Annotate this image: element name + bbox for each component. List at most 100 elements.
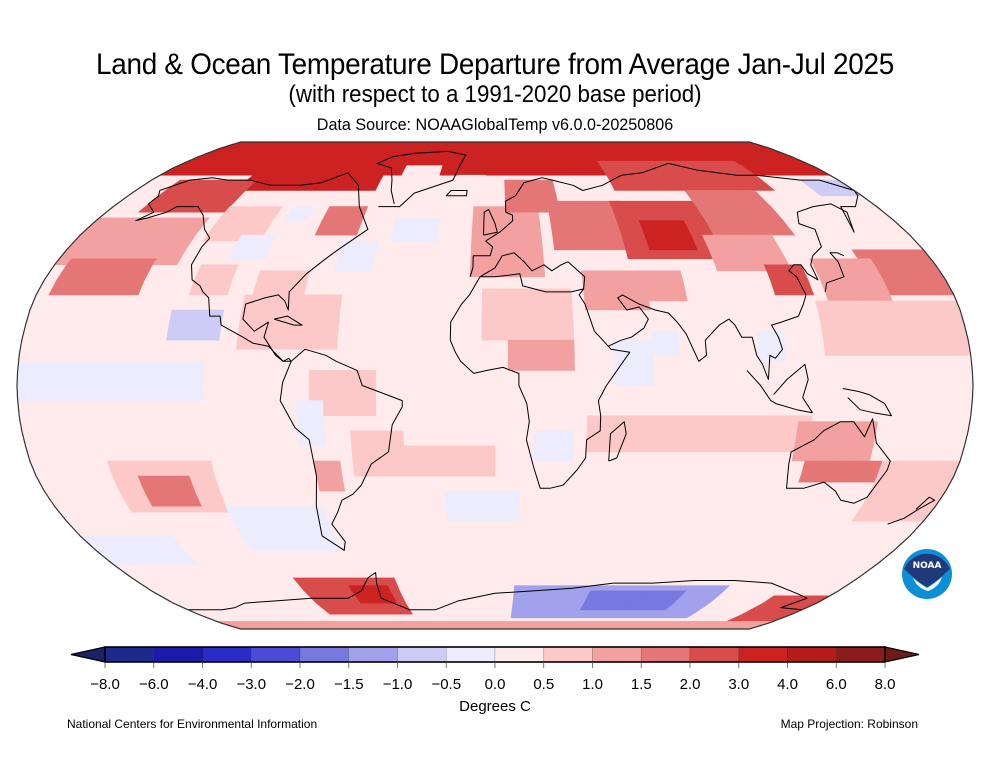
- colorbar-bin: [445, 646, 496, 663]
- anomaly-region: [390, 445, 496, 477]
- anomaly-region: [683, 190, 796, 236]
- anomaly-cell: [559, 430, 575, 447]
- anomaly-cell: [427, 217, 441, 227]
- colorbar-bin: [835, 646, 886, 663]
- anomaly-region: [701, 234, 792, 272]
- anomaly-cell: [309, 400, 324, 416]
- anomaly-region: [469, 206, 546, 278]
- colorbar-bin: [202, 646, 252, 663]
- anomaly-cell: [294, 206, 316, 221]
- anomaly-region: [638, 220, 698, 251]
- anomaly-region: [314, 206, 369, 236]
- anomaly-cell: [542, 179, 554, 186]
- anomaly-region: [263, 200, 330, 236]
- noaa-logo-icon: NOAA: [902, 549, 952, 599]
- anomaly-region: [454, 174, 487, 194]
- anomaly-region: [295, 400, 326, 447]
- colorbar-bin: [397, 646, 447, 663]
- anomaly-cell: [769, 330, 786, 347]
- anomaly-region: [533, 430, 575, 462]
- colorbar-tick-label: −3.0: [236, 676, 266, 693]
- colorbar-tick-label: −8.0: [90, 676, 120, 693]
- anomaly-region: [389, 217, 441, 242]
- anomaly-cell: [139, 258, 157, 266]
- colorbar-bin: [104, 646, 155, 663]
- anomaly-region: [48, 258, 157, 296]
- anomaly-region: [507, 339, 575, 371]
- anomaly-region: [375, 339, 470, 401]
- colorbar-tick-label: 8.0: [875, 676, 896, 693]
- noaa-logo-text: NOAA: [913, 561, 942, 571]
- colorbar-tick-label: 0.5: [533, 676, 554, 693]
- anomaly-region: [630, 270, 688, 302]
- anomaly-cell: [560, 339, 575, 356]
- colorbar-tick-label: −0.5: [431, 676, 461, 693]
- anomaly-cell: [189, 361, 205, 371]
- colorbar-tick-label: 1.5: [631, 676, 652, 693]
- colorbar-tick-label: 3.0: [728, 676, 749, 693]
- colorbar-tick-label: 0.0: [485, 676, 506, 693]
- colorbar-tick-label: −2.0: [285, 676, 315, 693]
- anomaly-grid: [17, 142, 973, 629]
- credit-ncei: National Centers for Environmental Infor…: [67, 717, 318, 731]
- anomaly-cell: [326, 460, 343, 477]
- anomaly-cell: [332, 294, 343, 305]
- anomaly-region: [283, 206, 316, 221]
- colorbar-bin: [153, 646, 203, 663]
- anomaly-cell: [743, 190, 759, 194]
- colorbar-bin: [494, 646, 545, 663]
- anomaly-cell: [429, 165, 443, 176]
- anomaly-cell: [475, 174, 487, 181]
- anomaly-cell: [362, 240, 379, 257]
- anomaly-cell: [481, 445, 496, 462]
- colorbar-tick-label: −4.0: [188, 676, 218, 693]
- colorbar-tick-label: 4.0: [777, 676, 798, 693]
- anomaly-cell: [664, 330, 680, 341]
- anomaly-region: [612, 339, 655, 386]
- colorbar-bin: [787, 646, 837, 663]
- colorbar-bin: [592, 646, 642, 663]
- anomaly-region: [651, 330, 681, 356]
- colorbar-bin: [250, 646, 301, 663]
- anomaly-region: [137, 179, 258, 213]
- anomaly-region: [17, 361, 205, 401]
- anomaly-region: [228, 234, 277, 260]
- anomaly-region: [481, 288, 575, 341]
- anomaly-cell: [454, 339, 470, 356]
- colorbar-bin: [348, 646, 398, 663]
- colorbar-tick-label: 1.0: [582, 676, 603, 693]
- chart-subtitle: (with respect to a 1991-2020 base period…: [288, 81, 702, 108]
- anomaly-cell: [361, 370, 377, 386]
- credit-projection: Map Projection: Robinson: [780, 717, 918, 731]
- anomaly-region: [334, 240, 379, 272]
- anomaly-cell: [759, 234, 776, 242]
- colorbar-bin: [543, 646, 593, 663]
- colorbar-units: Degrees C: [459, 698, 531, 715]
- chart-title: Land & Ocean Temperature Departure from …: [95, 48, 895, 81]
- anomaly-cell: [724, 160, 743, 166]
- colorbar-over-arrow: [884, 646, 920, 663]
- anomaly-cell: [667, 270, 685, 287]
- anomaly-cell: [259, 234, 277, 245]
- colorbar-bin: [689, 646, 740, 663]
- anomaly-cell: [219, 264, 239, 281]
- anomaly-region: [390, 165, 443, 202]
- colorbar-tick-label: −1.5: [334, 676, 364, 693]
- colorbar-tick-label: 2.0: [680, 676, 701, 693]
- data-source: Data Source: NOAAGlobalTemp v6.0.0-20250…: [316, 115, 674, 134]
- anomaly-cell: [857, 258, 875, 266]
- anomaly-region: [815, 300, 972, 356]
- anomaly-cell: [714, 309, 729, 317]
- colorbar-bin: [640, 646, 691, 663]
- colorbar-under-arrow: [70, 646, 106, 663]
- colorbar-bin: [299, 646, 350, 663]
- colorbar-tick-label: −6.0: [139, 676, 169, 693]
- colorbar-tick-label: 6.0: [826, 676, 847, 693]
- anomaly-region: [236, 294, 343, 350]
- anomaly-region: [188, 264, 239, 296]
- colorbar-bin: [738, 646, 788, 663]
- anomaly-cell: [671, 220, 692, 236]
- colorbar-tick-label: −1.0: [383, 676, 413, 693]
